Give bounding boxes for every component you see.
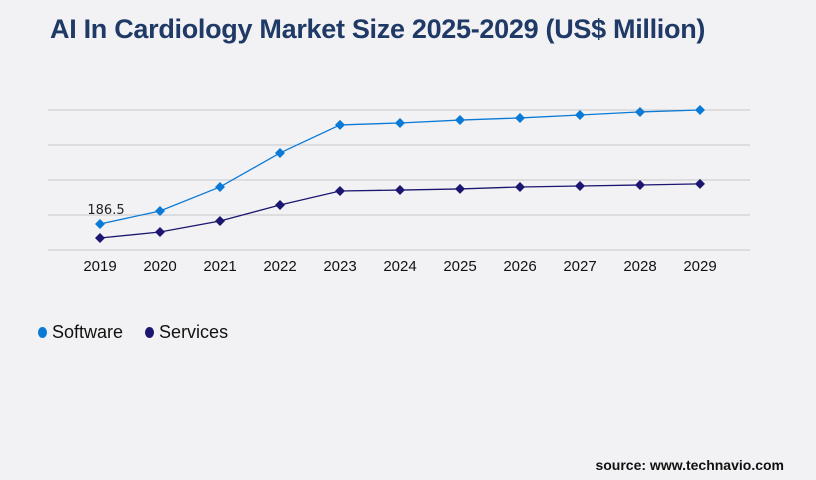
data-point-software [215, 181, 225, 192]
data-label: 186.5 [87, 203, 124, 218]
data-point-software [515, 112, 525, 123]
legend: Software Services [38, 322, 228, 343]
x-tick-label: 2023 [323, 258, 356, 275]
data-point-software [335, 119, 345, 130]
x-tick-label: 2019 [83, 258, 116, 275]
data-point-software [575, 110, 585, 121]
x-tick-label: 2026 [503, 258, 536, 275]
data-point-services [335, 186, 345, 197]
services-marker-icon [145, 327, 155, 338]
line-chart: 2019 2020 2021 2022 2023 2024 2025 2026 2027 2028… [48, 105, 750, 275]
x-tick-label: 2025 [443, 258, 476, 275]
data-point-services [275, 199, 285, 210]
legend-label: Services [159, 322, 229, 342]
data-point-software [155, 205, 165, 216]
data-point-services [575, 180, 585, 191]
data-point-services [155, 227, 165, 238]
x-tick-label: 2024 [383, 258, 416, 275]
data-point-software [395, 117, 405, 128]
data-point-services [695, 178, 705, 189]
x-tick-label: 2020 [143, 258, 176, 275]
x-tick-label: 2027 [563, 258, 596, 275]
data-point-software [455, 115, 465, 126]
data-point-software [95, 218, 105, 229]
source-text: source: www.technavio.com [595, 457, 784, 473]
data-point-services [455, 183, 465, 194]
data-point-services [95, 233, 105, 244]
data-point-services [215, 215, 225, 226]
x-tick-label: 2021 [203, 258, 236, 275]
x-tick-label: 2029 [683, 258, 716, 275]
data-point-software [275, 147, 285, 158]
data-point-services [395, 185, 405, 196]
x-tick-label: 2028 [623, 258, 656, 275]
data-point-software [635, 106, 645, 117]
legend-item-software: Software [38, 322, 123, 343]
data-point-software [695, 105, 705, 115]
chart-title: AI In Cardiology Market Size 2025-2029 (… [50, 14, 706, 44]
software-marker-icon [38, 327, 47, 338]
data-point-services [515, 181, 525, 192]
legend-item-services: Services [145, 322, 228, 343]
data-point-services [635, 180, 645, 191]
legend-label: Software [52, 322, 124, 342]
x-tick-label: 2022 [263, 258, 296, 275]
